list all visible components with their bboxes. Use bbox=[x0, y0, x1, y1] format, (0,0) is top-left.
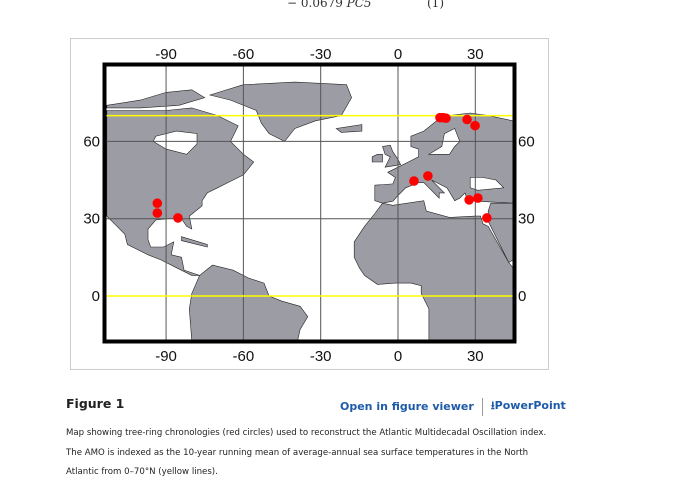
tree-ring-site-point bbox=[473, 193, 483, 203]
top-lon-tick-label: 0 bbox=[394, 46, 402, 63]
figure-label: Figure 1 bbox=[66, 396, 125, 411]
bottom-lon-tick-label: -30 bbox=[310, 348, 332, 365]
tree-ring-site-point bbox=[423, 171, 433, 181]
left-lat-tick-label: 0 bbox=[92, 288, 100, 305]
bottom-lon-tick-label: 0 bbox=[394, 348, 402, 365]
right-lat-tick-label: 30 bbox=[518, 211, 535, 228]
tree-ring-site-point bbox=[470, 120, 480, 131]
right-lat-tick-label: 0 bbox=[518, 288, 526, 305]
download-icon: ⭳ bbox=[490, 399, 495, 412]
tree-ring-site-point bbox=[152, 208, 163, 218]
arctic-islands bbox=[106, 89, 206, 109]
equation-line: − 0.0679 PC5 (1) bbox=[287, 0, 444, 10]
top-lon-tick-label: 30 bbox=[467, 46, 484, 63]
right-lat-tick-label: 60 bbox=[518, 133, 535, 150]
top-lon-tick-label: -60 bbox=[233, 46, 255, 63]
tree-ring-site-point bbox=[482, 213, 492, 223]
ireland bbox=[371, 154, 383, 163]
top-lon-tick-label: -90 bbox=[155, 46, 177, 63]
left-lat-tick-label: 30 bbox=[83, 211, 100, 228]
equation-text: − 0.0679 bbox=[287, 0, 347, 10]
tree-ring-site-point bbox=[464, 195, 474, 205]
bottom-lon-tick-label: -90 bbox=[155, 348, 177, 365]
tree-ring-site-point bbox=[173, 213, 183, 223]
tree-ring-site-point bbox=[409, 176, 419, 186]
bottom-lon-tick-label: -60 bbox=[233, 348, 255, 365]
powerpoint-label: PowerPoint bbox=[494, 399, 566, 412]
powerpoint-link[interactable]: ⭳PowerPoint bbox=[491, 397, 566, 416]
open-figure-viewer-link[interactable]: Open in figure viewer bbox=[340, 400, 474, 413]
great-britain bbox=[382, 144, 402, 168]
tree-ring-site-point bbox=[152, 198, 163, 209]
figure-links: Open in figure viewer ⭳PowerPoint bbox=[340, 397, 566, 416]
top-lon-tick-label: -30 bbox=[310, 46, 332, 63]
tree-ring-site-point bbox=[462, 114, 472, 125]
divider bbox=[481, 397, 483, 416]
equation-number: (1) bbox=[427, 0, 444, 10]
south-america bbox=[188, 264, 309, 342]
tree-ring-site-point bbox=[441, 113, 451, 123]
left-lat-tick-label: 60 bbox=[83, 133, 100, 150]
figure-caption: Map showing tree-ring chronologies (red … bbox=[66, 428, 547, 478]
iceland bbox=[335, 124, 363, 133]
figure-image-frame[interactable] bbox=[70, 38, 549, 370]
equation-term: PC5 bbox=[346, 0, 372, 10]
greenland bbox=[208, 81, 352, 142]
black-sea bbox=[469, 177, 505, 191]
cuba bbox=[181, 236, 208, 248]
map-frame bbox=[102, 62, 517, 344]
hudson-bay bbox=[152, 130, 198, 155]
bottom-lon-tick-label: 30 bbox=[467, 348, 484, 365]
